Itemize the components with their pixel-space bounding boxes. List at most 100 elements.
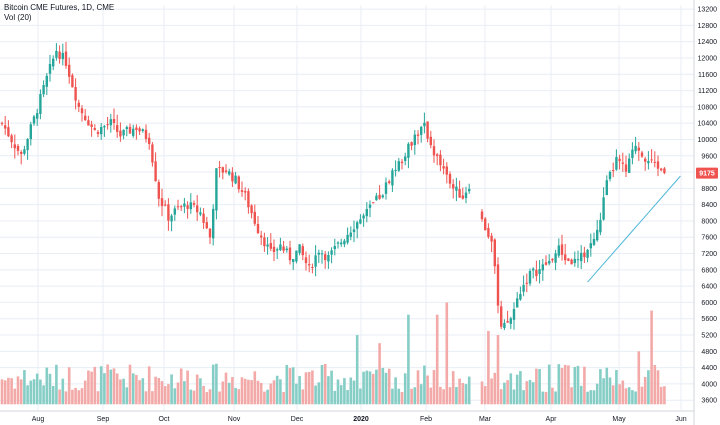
volume-bar xyxy=(301,389,305,405)
x-tick-label: Aug xyxy=(32,416,45,423)
candle-body xyxy=(228,171,231,175)
volume-bar xyxy=(522,390,525,405)
candle-body xyxy=(525,282,528,284)
candle-body xyxy=(263,237,266,247)
candle-body xyxy=(256,223,260,234)
volume-bar xyxy=(346,390,349,405)
volume-bar xyxy=(189,389,193,405)
volume-bar xyxy=(269,383,273,405)
volume-bar xyxy=(170,374,173,405)
volume-bar xyxy=(487,330,490,405)
volume-bar xyxy=(112,368,116,405)
candle-body xyxy=(621,162,624,164)
volume-bar xyxy=(650,310,653,405)
candle-body xyxy=(314,255,317,267)
candle-body xyxy=(189,202,192,210)
candle-body xyxy=(29,124,32,140)
volume-bar xyxy=(528,379,532,405)
volume-bar xyxy=(218,391,221,405)
candle-body xyxy=(551,258,554,261)
candle-body xyxy=(247,191,250,208)
volume-bar xyxy=(579,385,583,405)
volume-bar xyxy=(339,385,343,405)
candle-body xyxy=(596,229,599,241)
volume-bar xyxy=(205,392,209,405)
volume-bar xyxy=(464,384,468,405)
volume-bar xyxy=(163,386,167,405)
candle-body xyxy=(298,244,301,253)
candle-body xyxy=(125,127,128,130)
volume-bar xyxy=(42,385,45,405)
candle-body xyxy=(637,147,640,151)
volume-bar xyxy=(45,367,49,405)
candle-body xyxy=(116,125,119,132)
candle-body xyxy=(442,166,445,169)
price-axis[interactable]: 3600 4000 4400 4800 5200 5600 6000 6400 6800 7200… xyxy=(693,0,718,425)
volume-bar xyxy=(71,389,74,405)
volume-bar xyxy=(151,391,154,405)
candle-body xyxy=(368,204,372,208)
time-axis[interactable]: Aug Sep Oct Nov Dec 2020 Feb Mar Apr May Jun xyxy=(0,410,694,423)
volume-bar xyxy=(327,376,330,405)
volume-bar xyxy=(19,379,23,405)
volume-bar xyxy=(461,383,465,405)
volume-bar xyxy=(87,370,90,405)
candle-body xyxy=(45,75,48,87)
candle-body xyxy=(528,270,532,284)
volume-bar xyxy=(336,379,340,405)
candle-body xyxy=(346,234,349,243)
volume-bar xyxy=(215,363,218,405)
volume-bar xyxy=(554,391,557,405)
candle-body xyxy=(580,252,583,262)
y-tick-label: 5200 xyxy=(701,333,717,340)
volume-bar xyxy=(410,388,413,405)
volume-bar xyxy=(375,369,378,405)
y-tick-label: 6800 xyxy=(701,267,717,274)
volume-bar xyxy=(531,382,535,405)
volume-bar xyxy=(519,371,522,405)
candle-body xyxy=(84,115,87,121)
candle-body xyxy=(413,134,416,146)
y-tick-label: 3600 xyxy=(701,398,717,405)
candle-body xyxy=(96,131,100,134)
candle-body xyxy=(439,154,442,166)
candle-body xyxy=(522,284,525,292)
volume-bar xyxy=(611,385,615,405)
candle-body xyxy=(400,161,404,164)
volume-bar xyxy=(250,380,253,405)
volume-bar xyxy=(538,369,541,405)
candle-body xyxy=(160,198,164,207)
y-tick-label: 13200 xyxy=(698,7,718,14)
candle-body xyxy=(285,248,288,251)
volume-bar xyxy=(563,364,567,405)
volume-bar xyxy=(429,387,433,405)
candle-body xyxy=(541,264,544,271)
candle-body xyxy=(106,124,109,126)
volume-bar xyxy=(480,381,484,405)
candle-body xyxy=(381,195,384,198)
candle-body xyxy=(0,122,4,124)
candle-body xyxy=(496,264,500,306)
volume-bar xyxy=(298,375,301,405)
volume-bar xyxy=(525,381,529,405)
x-tick-label: Dec xyxy=(291,416,304,423)
volume-bar xyxy=(314,385,317,405)
volume-bar xyxy=(138,380,141,405)
candle-body xyxy=(141,129,144,132)
y-tick-label: 6000 xyxy=(701,300,717,307)
candle-body xyxy=(436,154,439,157)
y-tick-label: 4000 xyxy=(701,381,717,388)
volume-bar xyxy=(323,363,327,405)
volume-bar xyxy=(397,388,401,405)
candle-body xyxy=(599,219,602,233)
candles xyxy=(0,42,666,331)
candle-body xyxy=(372,202,375,204)
volume-bar xyxy=(407,314,410,405)
volume-bar xyxy=(570,387,573,405)
candle-body xyxy=(576,259,580,261)
volume-bar xyxy=(96,391,100,405)
candle-body xyxy=(656,161,660,169)
candle-body xyxy=(340,242,343,245)
volume-bar xyxy=(295,383,298,405)
